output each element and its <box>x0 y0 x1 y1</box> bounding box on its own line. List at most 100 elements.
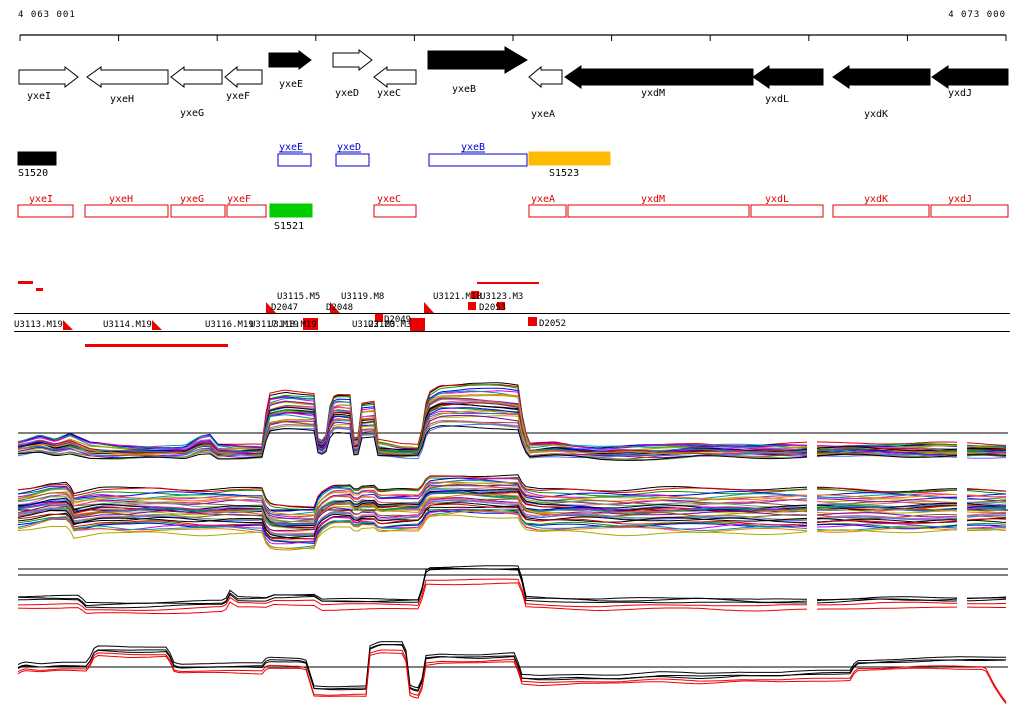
probe-marker-line <box>36 288 43 291</box>
probe-marker-square <box>375 314 383 322</box>
red-segment-label-yxeC[interactable]: yxeC <box>377 194 401 205</box>
red-segment-box-yxeF[interactable] <box>226 204 267 218</box>
red-segment-label-yxdJ[interactable]: yxdJ <box>948 194 972 205</box>
segment-link-label-yxeB[interactable]: yxeB <box>461 142 485 153</box>
expression-series <box>17 481 1007 516</box>
gene-arrow-yxdJ[interactable] <box>931 65 1009 89</box>
gene-label-yxeF[interactable]: yxeF <box>226 91 250 102</box>
probe-label-U3114.M19[interactable]: U3114.M19 <box>103 320 152 330</box>
probe-marker-square <box>303 318 318 330</box>
gene-arrow-yxeI[interactable] <box>18 65 79 89</box>
expression-series <box>17 643 1007 692</box>
segment-box-yxeD[interactable] <box>335 153 370 167</box>
red-segment-box-yxdM[interactable] <box>567 204 750 218</box>
red-segment-label-yxdL[interactable]: yxdL <box>765 194 789 205</box>
gene-label-yxdM[interactable]: yxdM <box>641 88 665 99</box>
gene-arrow-yxeB[interactable] <box>427 46 528 74</box>
red-segment-box-yxdL[interactable] <box>750 204 824 218</box>
red-segment-label-yxeA[interactable]: yxeA <box>531 194 555 205</box>
probe-marker-square <box>468 302 476 310</box>
expression-series <box>17 502 1007 539</box>
gene-arrow-yxeH[interactable] <box>86 66 169 88</box>
gene-label-yxeC[interactable]: yxeC <box>377 88 401 99</box>
expression-series <box>17 641 1006 689</box>
segment-link-label-yxeE[interactable]: yxeE <box>279 142 303 153</box>
gene-label-yxeB[interactable]: yxeB <box>452 84 476 95</box>
probe-label-U3117.M19[interactable]: U3117.M19 <box>250 320 299 330</box>
missing-data-gap <box>807 580 817 614</box>
gene-label-yxeE[interactable]: yxeE <box>279 79 303 90</box>
probe-label-U3120.M3[interactable]: U3120.M3 <box>368 320 411 330</box>
segment-block-S1521[interactable] <box>269 203 313 218</box>
red-segment-label-yxdK[interactable]: yxdK <box>864 194 888 205</box>
probe-marker-line <box>85 344 228 347</box>
gene-arrow-yxeA[interactable] <box>528 65 563 89</box>
red-segment-label-yxeF[interactable]: yxeF <box>227 194 251 205</box>
red-segment-label-yxeI[interactable]: yxeI <box>29 194 53 205</box>
red-segment-box-yxeA[interactable] <box>528 204 567 218</box>
gene-arrow-yxdK[interactable] <box>832 65 931 89</box>
segment-box-yxeB[interactable] <box>428 153 528 167</box>
expression-track-1 <box>17 382 1008 468</box>
probe-marker-square <box>471 291 479 299</box>
gene-arrow-yxeC[interactable] <box>373 65 417 89</box>
gene-arrow-yxdL[interactable] <box>752 65 824 89</box>
missing-data-gap <box>957 438 967 468</box>
expression-series <box>17 649 1007 703</box>
gene-label-yxeG[interactable]: yxeG <box>180 108 204 119</box>
probe-label-D2048[interactable]: D2048 <box>326 303 353 313</box>
missing-data-gap <box>807 438 817 468</box>
expression-series <box>17 508 1007 545</box>
red-segment-box-yxdK[interactable] <box>832 204 930 218</box>
gene-label-yxeI[interactable]: yxeI <box>27 91 51 102</box>
probe-label-U3113.M19[interactable]: U3113.M19 <box>14 320 63 330</box>
red-segment-label-yxeH[interactable]: yxeH <box>109 194 133 205</box>
gene-arrow-yxeF[interactable] <box>224 65 263 89</box>
red-segment-label-yxdM[interactable]: yxdM <box>641 194 665 205</box>
expression-series <box>17 509 1007 543</box>
missing-data-gap <box>957 478 967 548</box>
segment-block-label-S1523: S1523 <box>549 168 579 179</box>
probe-label-U3122.M3[interactable]: U3122.M3 <box>352 320 395 330</box>
expression-series <box>17 497 1006 532</box>
gene-label-yxdL[interactable]: yxdL <box>765 94 789 105</box>
gene-arrow-yxeD[interactable] <box>332 48 373 72</box>
probe-label-D2049[interactable]: D2049 <box>384 315 411 325</box>
expression-series <box>17 652 1007 705</box>
red-segment-box-yxdJ[interactable] <box>930 204 1009 218</box>
segment-box-yxeE[interactable] <box>277 153 312 167</box>
probe-label-U3116.M19[interactable]: U3116.M19 <box>205 320 254 330</box>
gene-label-yxeA[interactable]: yxeA <box>531 109 555 120</box>
expression-series <box>17 565 1007 604</box>
expression-series <box>18 578 1007 611</box>
gene-arrow-yxdM[interactable] <box>564 65 754 89</box>
gene-label-yxeD[interactable]: yxeD <box>335 88 359 99</box>
probe-label-D2047[interactable]: D2047 <box>271 303 298 313</box>
gene-label-yxdJ[interactable]: yxdJ <box>948 88 972 99</box>
gene-label-yxdK[interactable]: yxdK <box>864 109 888 120</box>
gene-label-yxeH[interactable]: yxeH <box>110 94 134 105</box>
red-segment-box-yxeH[interactable] <box>84 204 169 218</box>
gene-arrow-yxeG[interactable] <box>170 65 223 89</box>
segment-link-label-yxeD[interactable]: yxeD <box>337 142 361 153</box>
expression-series <box>17 477 1007 511</box>
probe-label-D2052[interactable]: D2052 <box>539 319 566 329</box>
gene-arrow-yxeE[interactable] <box>268 50 312 70</box>
probe-label-U3119.M8[interactable]: U3119.M8 <box>341 292 384 302</box>
coord-start-label: 4 063 001 <box>18 10 76 20</box>
probe-marker-triangle <box>152 320 162 330</box>
red-segment-box-yxeC[interactable] <box>373 204 417 218</box>
probe-label-U3115.M5[interactable]: U3115.M5 <box>277 292 320 302</box>
probe-label-U3121.M18[interactable]: U3121.M18 <box>433 292 482 302</box>
segment-block-S1520[interactable] <box>17 151 57 166</box>
probe-label-U3123.M3[interactable]: U3123.M3 <box>480 292 523 302</box>
probe-label-U3118.M19[interactable]: U3118.M19 <box>268 320 317 330</box>
red-segment-label-yxeG[interactable]: yxeG <box>180 194 204 205</box>
probe-label-D2053[interactable]: D2053 <box>479 303 506 313</box>
red-segment-box-yxeG[interactable] <box>170 204 226 218</box>
segment-block-S1523[interactable] <box>528 151 611 166</box>
expression-series <box>17 487 1007 523</box>
red-segment-box-yxeI[interactable] <box>17 204 74 218</box>
probe-marker-line <box>477 282 539 284</box>
